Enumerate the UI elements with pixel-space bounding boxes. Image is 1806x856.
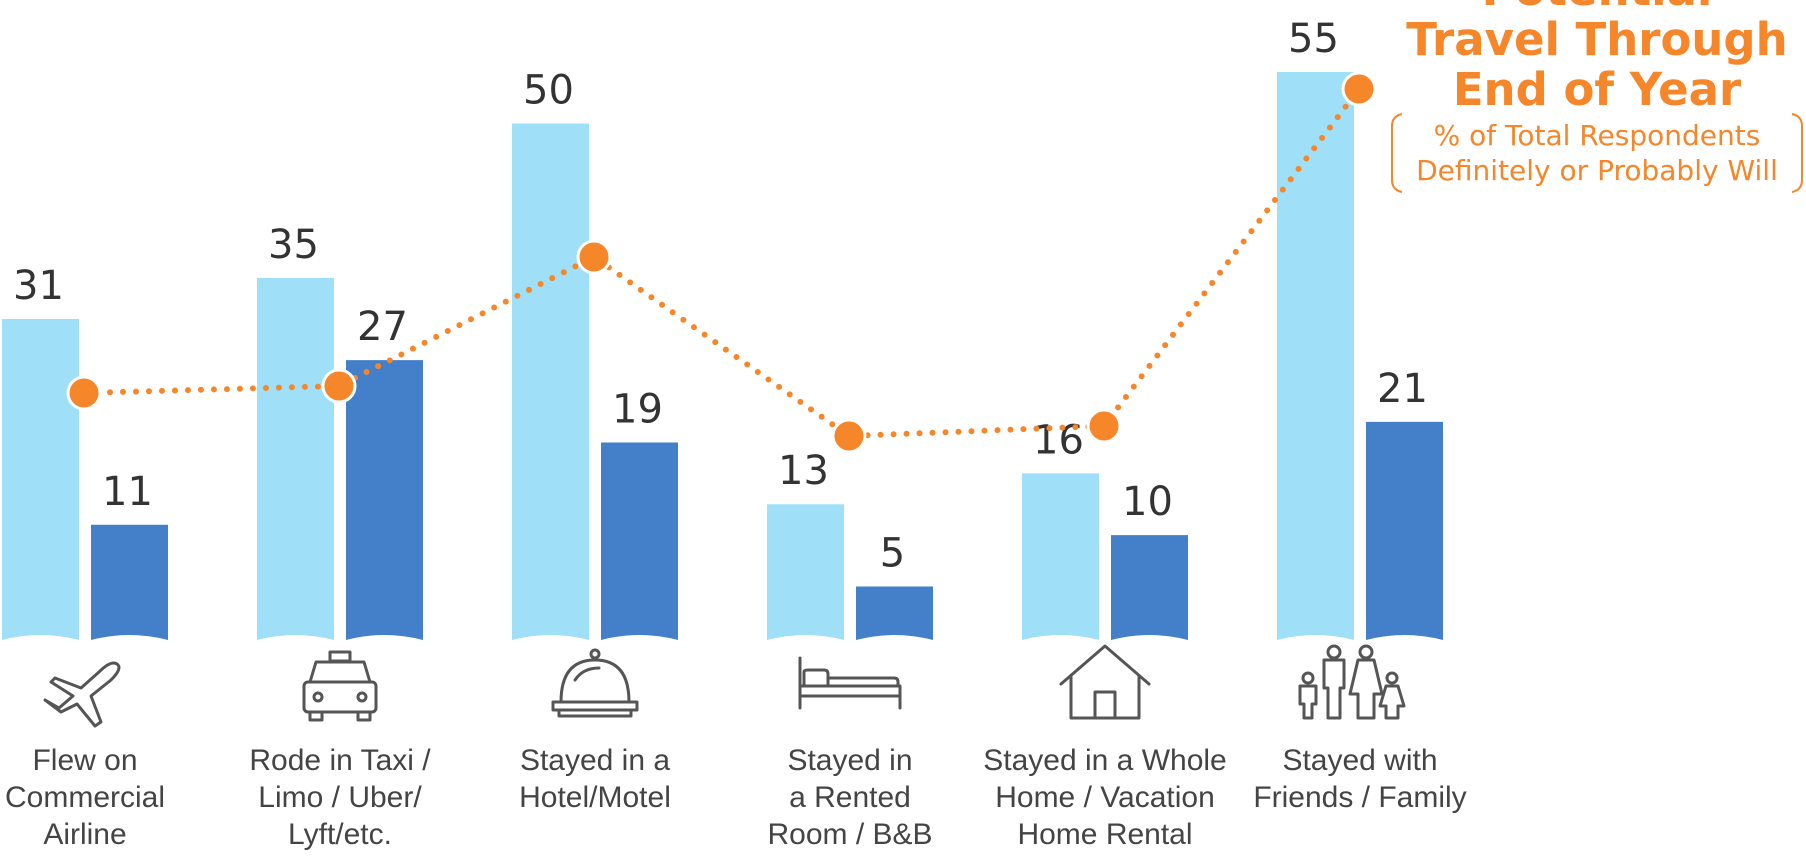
category-icons-group xyxy=(43,644,1406,728)
value-label-dark-3: 5 xyxy=(880,531,905,577)
airplane-icon xyxy=(43,661,121,728)
bar-light-2 xyxy=(512,123,589,641)
bar-light-0 xyxy=(2,318,79,640)
trend-point-5 xyxy=(1341,71,1377,107)
bar-light-4 xyxy=(1022,473,1099,640)
value-label-dark-5: 21 xyxy=(1377,366,1428,412)
category-label-2: Stayed in a Hotel/Motel xyxy=(519,744,671,814)
bar-light-3 xyxy=(767,504,844,640)
category-label-5: Stayed with Friends / Family xyxy=(1253,744,1466,814)
category-label-0: Flew on Commercial Airline xyxy=(5,744,165,851)
bed-icon xyxy=(798,656,902,710)
category-label-1: Rode in Taxi / Limo / Uber/Lyft/etc. xyxy=(249,744,431,851)
bar-dark-0 xyxy=(91,524,168,640)
value-label-dark-0: 11 xyxy=(102,469,153,515)
value-label-dark-1: 27 xyxy=(357,304,408,350)
bar-light-1 xyxy=(257,277,334,640)
legend-title-line-2: End of Year xyxy=(1453,63,1742,116)
legend-subtitle-line-0: % of Total Respondents xyxy=(1434,119,1761,152)
house-icon xyxy=(1059,644,1151,720)
bar-dark-4 xyxy=(1111,535,1188,640)
trend-point-4 xyxy=(1086,408,1122,444)
dark-bars-group xyxy=(91,360,1443,640)
value-label-light-3: 13 xyxy=(778,448,829,494)
bar-dark-2 xyxy=(601,442,678,640)
value-label-light-2: 50 xyxy=(523,67,574,113)
legend-title-line-1: Travel Through xyxy=(1406,13,1787,66)
value-label-light-1: 35 xyxy=(268,222,319,268)
bar-light-5 xyxy=(1277,72,1354,640)
category-label-3: Stayed in a Rented Room / B&B xyxy=(767,744,932,851)
bar-dark-3 xyxy=(856,586,933,640)
value-label-dark-4: 10 xyxy=(1122,479,1173,525)
value-label-light-5: 55 xyxy=(1288,16,1339,62)
legend-bracket-left xyxy=(1391,113,1403,193)
value-labels-group: 31 11 35 27 50 19 13 5 16 10 55 21 xyxy=(13,16,1428,577)
service-bell-icon xyxy=(551,648,639,718)
legend-title-line-0: Potential xyxy=(1482,0,1713,16)
bar-dark-5 xyxy=(1366,421,1443,640)
value-label-light-0: 31 xyxy=(13,263,64,309)
light-bars-group xyxy=(2,72,1354,641)
bar-dark-1 xyxy=(346,360,423,640)
trend-point-0 xyxy=(66,375,102,411)
family-icon xyxy=(1298,644,1406,720)
category-label-4: Stayed in a Whole Home / Vacation Home Ren… xyxy=(983,744,1226,851)
trend-point-1 xyxy=(321,368,357,404)
legend-bracket-right xyxy=(1791,113,1803,193)
taxi-icon xyxy=(302,650,378,722)
trend-line-group xyxy=(66,71,1377,454)
trend-point-2 xyxy=(576,239,612,275)
category-labels-group: Flew on Commercial Airline Rode in Taxi / Li… xyxy=(5,744,1467,851)
legend-subtitle-line-1: Definitely or Probably Will xyxy=(1416,154,1778,187)
trend-point-3 xyxy=(831,418,867,454)
value-label-dark-2: 19 xyxy=(612,386,663,432)
value-label-light-4: 16 xyxy=(1033,417,1084,463)
